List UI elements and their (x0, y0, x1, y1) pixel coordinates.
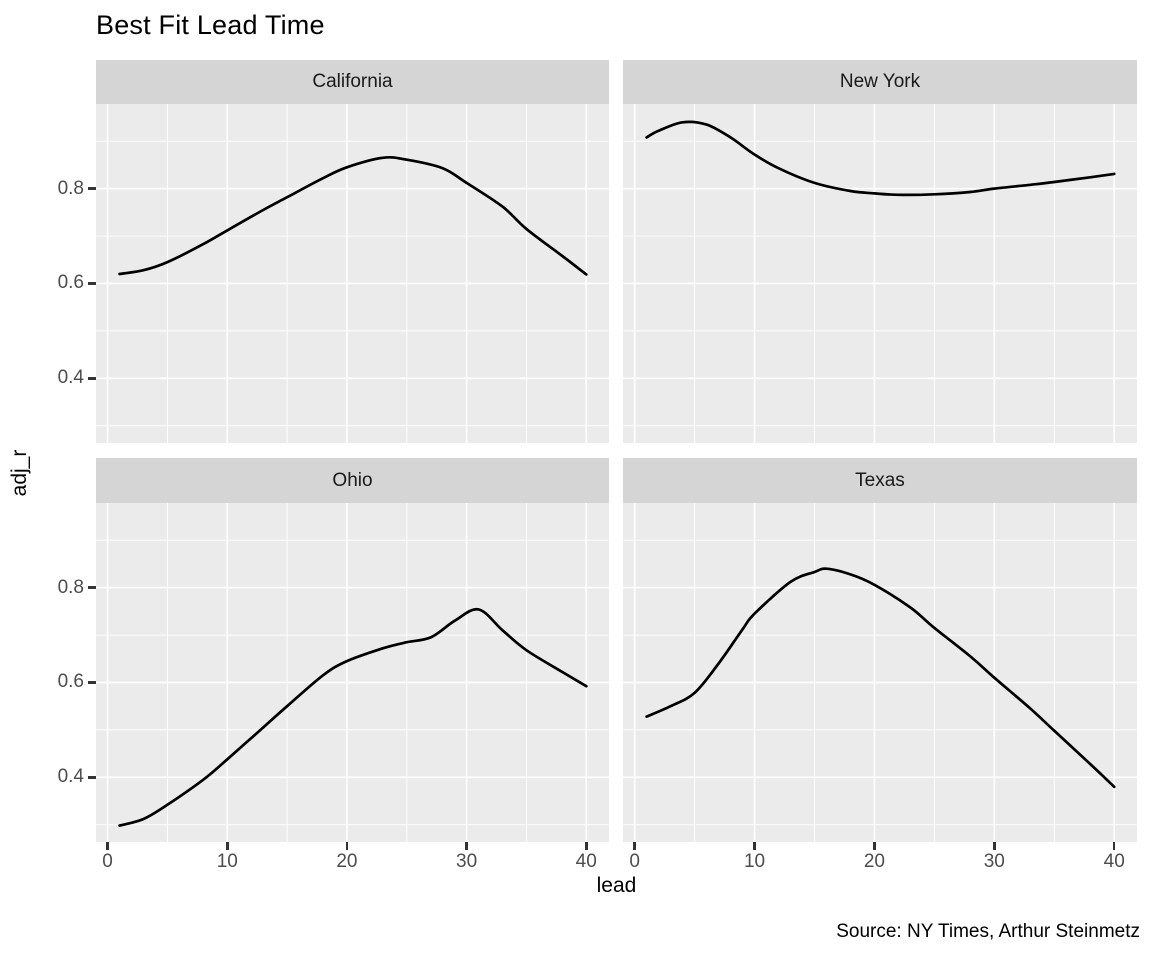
y-axis-title: adj_r (8, 449, 31, 497)
facet-strip-label: Texas (855, 469, 905, 491)
x-axis-tick (465, 842, 468, 850)
facet-strip-texas: Texas (623, 458, 1137, 503)
x-axis-title: lead (596, 874, 637, 897)
y-axis-tick (88, 586, 96, 589)
x-tick-label: 40 (575, 851, 597, 872)
x-tick-label: 30 (456, 851, 478, 872)
facet-strip-ohio: Ohio (96, 458, 609, 503)
plot-title: Best Fit Lead Time (96, 10, 325, 40)
source-note: Source: NY Times, Arthur Steinmetz (836, 921, 1140, 942)
trend-line-new-york (645, 120, 1116, 197)
facet-panel-new-york (623, 104, 1137, 443)
y-tick-label: 0.4 (57, 367, 84, 389)
x-tick-label: 10 (743, 851, 766, 872)
facet-strip-label: California (312, 71, 393, 92)
y-tick-label: 0.8 (57, 576, 84, 598)
x-axis-tick (993, 842, 996, 850)
x-tick-label: 20 (336, 851, 358, 872)
y-axis-tick (88, 377, 96, 380)
x-tick-label: 0 (102, 851, 113, 872)
trend-line-texas (645, 567, 1116, 789)
x-axis-tick (873, 842, 876, 850)
y-tick-label: 0.6 (57, 272, 84, 294)
facet-strip-label: New York (839, 71, 921, 92)
trend-line-ohio (118, 607, 588, 827)
y-axis-tick (88, 282, 96, 285)
x-axis-tick (585, 842, 588, 850)
x-axis-tick (1112, 842, 1116, 850)
x-tick-label: 20 (863, 851, 885, 872)
x-axis-tick (753, 842, 756, 850)
trend-line-california (118, 155, 588, 276)
x-axis-tick (345, 842, 349, 850)
facet-panel-california (96, 104, 609, 443)
x-tick-label: 0 (629, 851, 640, 872)
panel-background (623, 104, 1137, 443)
facet-panel-ohio (96, 503, 609, 842)
y-tick-label: 0.6 (57, 671, 84, 693)
x-tick-label: 40 (1103, 851, 1125, 872)
facet-strip-new-york: New York (623, 60, 1137, 104)
panel-background (96, 104, 609, 443)
x-tick-label: 30 (983, 851, 1005, 872)
x-axis-tick (226, 842, 229, 850)
panel-background (96, 503, 609, 842)
x-tick-label: 10 (216, 851, 238, 872)
x-axis-tick (633, 842, 636, 850)
y-axis-tick (88, 187, 96, 190)
panel-background (623, 503, 1137, 842)
y-axis-tick (88, 776, 96, 779)
facet-strip-california: California (96, 60, 609, 104)
x-axis-tick (106, 842, 109, 850)
y-tick-label: 0.8 (57, 177, 84, 199)
y-tick-label: 0.4 (57, 766, 84, 788)
facet-strip-label: Ohio (332, 469, 373, 491)
facet-panel-texas (623, 503, 1137, 842)
y-axis-tick (88, 681, 96, 684)
